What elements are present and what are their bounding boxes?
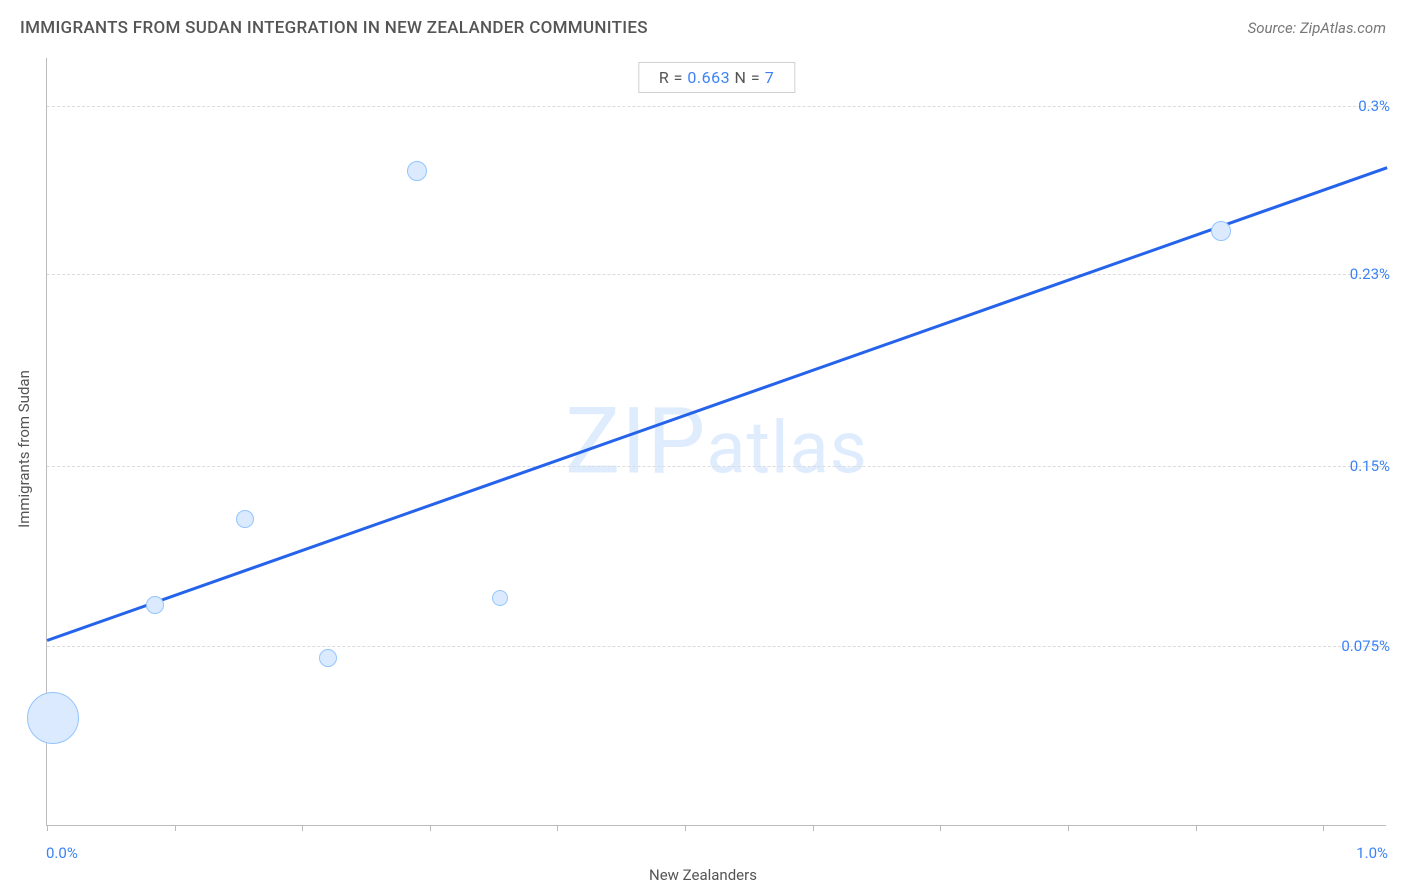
y-axis-label: Immigrants from Sudan	[15, 370, 33, 528]
x-tick	[557, 825, 558, 831]
y-tick-label: 0.3%	[1358, 97, 1390, 115]
x-max-label: 1.0%	[1356, 844, 1388, 862]
y-tick-label: 0.15%	[1350, 457, 1390, 475]
source-attribution: Source: ZipAtlas.com	[1248, 19, 1386, 37]
gridline	[47, 274, 1386, 275]
x-tick	[175, 825, 176, 831]
header: IMMIGRANTS FROM SUDAN INTEGRATION IN NEW…	[0, 0, 1406, 48]
x-tick	[302, 825, 303, 831]
data-point[interactable]	[27, 692, 79, 744]
data-point[interactable]	[407, 161, 427, 181]
data-point[interactable]	[1211, 221, 1231, 241]
x-axis-label: New Zealanders	[649, 866, 757, 884]
data-point[interactable]	[236, 510, 254, 528]
x-min-label: 0.0%	[46, 844, 78, 862]
x-tick	[1196, 825, 1197, 831]
watermark-atlas: atlas	[706, 405, 868, 490]
gridline	[47, 466, 1386, 467]
gridline	[47, 106, 1386, 107]
x-tick	[1068, 825, 1069, 831]
data-point[interactable]	[319, 649, 337, 667]
data-point[interactable]	[146, 596, 164, 614]
y-tick-label: 0.075%	[1341, 637, 1390, 655]
x-tick	[1323, 825, 1324, 831]
scatter-chart: ZIPatlas R = 0.663 N = 7	[46, 58, 1386, 826]
x-tick	[685, 825, 686, 831]
y-tick-label: 0.23%	[1350, 265, 1390, 283]
x-tick	[430, 825, 431, 831]
r-label: R =	[659, 68, 688, 87]
x-tick	[940, 825, 941, 831]
r-value: 0.663	[687, 68, 730, 87]
watermark-zip: ZIP	[565, 388, 706, 495]
n-value: 7	[765, 68, 775, 87]
x-tick	[813, 825, 814, 831]
stats-box: R = 0.663 N = 7	[638, 62, 795, 93]
x-tick	[47, 825, 48, 831]
chart-title: IMMIGRANTS FROM SUDAN INTEGRATION IN NEW…	[20, 18, 648, 38]
data-point[interactable]	[492, 590, 508, 606]
trend-line	[47, 166, 1388, 641]
n-label: N =	[730, 68, 765, 87]
gridline	[47, 646, 1386, 647]
